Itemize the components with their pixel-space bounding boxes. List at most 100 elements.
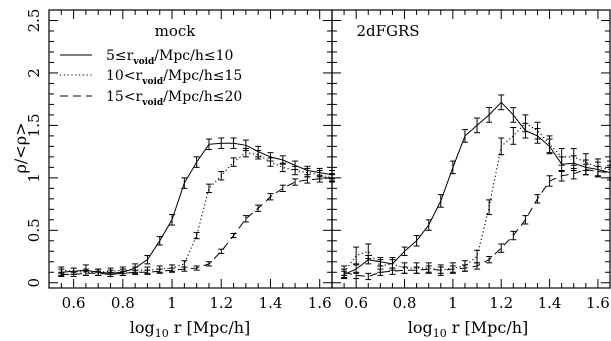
x-tick-label: 0.6 [62,294,86,312]
error-bar [534,121,541,140]
error-bar [132,269,139,275]
error-bar [389,267,396,275]
x-tick-label: 1 [167,294,177,312]
x-tick-label: 1.6 [308,294,332,312]
legend-label-dotted: 10<rvoid/Mpc/h≤15 [106,68,242,87]
error-bar [230,232,237,239]
x-tick-label: 1 [448,294,458,312]
error-bar [218,248,225,254]
error-bar [267,193,274,201]
error-bar [292,178,299,186]
error-bar [144,254,151,265]
error-bar [255,204,262,212]
error-bar [582,163,589,176]
y-tick-label: 0 [25,278,43,288]
error-bar [546,175,553,187]
error-bar [607,166,611,179]
error-bar [510,126,517,145]
error-bar [401,266,408,274]
x-tick-label: 1.6 [586,294,610,312]
error-bar [594,165,601,178]
panel-2dfgrs: 0.6 0.8 1 1.2 1.4 1.6 2dFGRS log10 r [Mpc/h] [331,9,611,340]
error-bar [365,272,372,281]
error-bar [107,271,114,277]
error-bar [218,137,225,149]
error-bar [181,177,188,189]
error-bar [70,271,77,277]
error-bar [498,243,505,253]
error-bar [205,261,212,267]
error-bar [193,231,200,240]
error-bar [230,137,237,149]
error-bar [474,262,481,270]
error-bar [558,170,565,182]
error-bar [169,267,176,273]
error-bar [365,243,372,260]
error-bar [218,171,225,181]
error-bar [437,266,444,274]
error-bar [401,246,408,256]
error-bar [156,268,163,274]
error-bar [156,236,163,246]
error-bar [144,269,151,275]
x-tick-label: 1.4 [538,294,562,312]
x-tick-label: 1.4 [259,294,283,312]
error-bar [413,235,420,247]
error-bar [425,219,432,231]
error-bar [510,230,517,241]
x-axis-title-mock: log10 r [Mpc/h] [130,318,251,340]
data-series [58,137,335,277]
error-bar [522,215,529,225]
y-tick-label: 1 [25,173,43,183]
y-tick-label: 2 [25,68,43,78]
error-bar [498,94,505,111]
tick-marks [331,10,611,288]
error-bar [510,107,517,123]
error-bar [205,138,212,151]
y-tick-label: 2.5 [25,9,43,33]
error-bar [353,246,360,265]
error-bar [449,265,456,273]
error-bar [449,160,456,175]
error-bar [205,183,212,194]
y-axis-title: ρ/<ρ> [11,122,30,173]
legend-label-dashed: 15<rvoid/Mpc/h≤20 [106,89,242,108]
error-bar [522,114,529,133]
error-bar [242,147,249,158]
error-bar [279,184,286,192]
error-bar [486,199,493,216]
x-tick-label: 1.2 [209,294,233,312]
error-bar [437,194,444,208]
error-bar [193,265,200,271]
error-bar [181,266,188,272]
series-line-dashed [61,177,333,275]
tick-marks [48,10,333,288]
error-bar [292,165,299,176]
error-bar [181,260,188,268]
error-bar [82,270,89,276]
error-bar [119,270,126,276]
x-axis-title-2dfgrs: log10 r [Mpc/h] [408,318,529,340]
error-bar [558,147,565,166]
legend: 5≤rvoid/Mpc/h≤10 10<rvoid/Mpc/h≤15 15<rv… [60,48,242,108]
error-bar [267,157,274,167]
error-bar [58,271,65,277]
x-tick-labels: 0.6 0.8 1 1.2 1.4 1.6 [344,294,610,312]
data-series [341,94,611,281]
panel-frame [331,9,611,289]
error-bar [570,147,577,166]
x-tick-labels: 0.6 0.8 1 1.2 1.4 1.6 [62,294,332,312]
error-bar [461,129,468,143]
y-tick-label: 0.5 [25,218,43,242]
error-bar [279,162,286,173]
x-tick-label: 1.2 [489,294,513,312]
y-tick-labels: 0 0.5 1 1.5 2 2.5 [25,9,43,288]
error-bar [377,268,384,276]
error-bar [316,175,323,183]
error-bar [570,167,577,180]
series-line-dotted [61,152,333,273]
error-bar [193,156,200,168]
error-bar [486,256,493,264]
error-bar [304,176,311,184]
